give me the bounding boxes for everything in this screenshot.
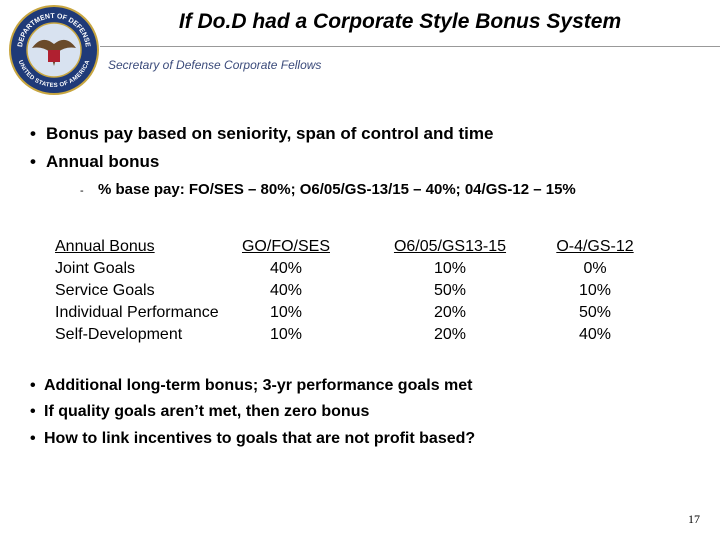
row-label: Self-Development (55, 326, 183, 343)
table-cell: 40% (269, 282, 303, 299)
table-header: GO/FO/SES (241, 238, 330, 255)
table-cell: 10% (433, 260, 467, 277)
table-header: O6/05/GS13-15 (393, 238, 507, 255)
table-cell: 40% (269, 260, 303, 277)
bullet: How to link incentives to goals that are… (30, 430, 475, 448)
table-cell: 10% (578, 282, 612, 299)
table-cell: 10% (269, 326, 303, 343)
bullet: If quality goals aren’t met, then zero b… (30, 403, 369, 421)
title: If Do.D had a Corporate Style Bonus Syst… (178, 10, 622, 33)
title-rule (100, 46, 720, 47)
bullet: Annual bonus (30, 152, 159, 172)
table-cell: 20% (433, 326, 467, 343)
table-header: Annual Bonus (55, 238, 155, 255)
subtitle: Secretary of Defense Corporate Fellows (108, 58, 322, 72)
table-cell: 50% (433, 282, 467, 299)
table-cell: 10% (269, 304, 303, 321)
table-cell: 40% (578, 326, 612, 343)
table-cell: 50% (578, 304, 612, 321)
bullet: Bonus pay based on seniority, span of co… (30, 124, 493, 144)
table-cell: 0% (583, 260, 607, 277)
sub-bullet: % base pay: FO/SES – 80%; O6/05/GS-13/15… (80, 181, 576, 198)
row-label: Individual Performance (55, 304, 219, 321)
table-cell: 20% (433, 304, 467, 321)
row-label: Joint Goals (55, 260, 136, 277)
row-label: Service Goals (55, 282, 155, 299)
seal: DEPARTMENT OF DEFENSE UNITED STATES OF A… (9, 5, 99, 95)
bullet: Additional long-term bonus; 3-yr perform… (30, 377, 473, 395)
page-number: 17 (688, 512, 700, 526)
table-header: O-4/GS-12 (556, 238, 634, 255)
